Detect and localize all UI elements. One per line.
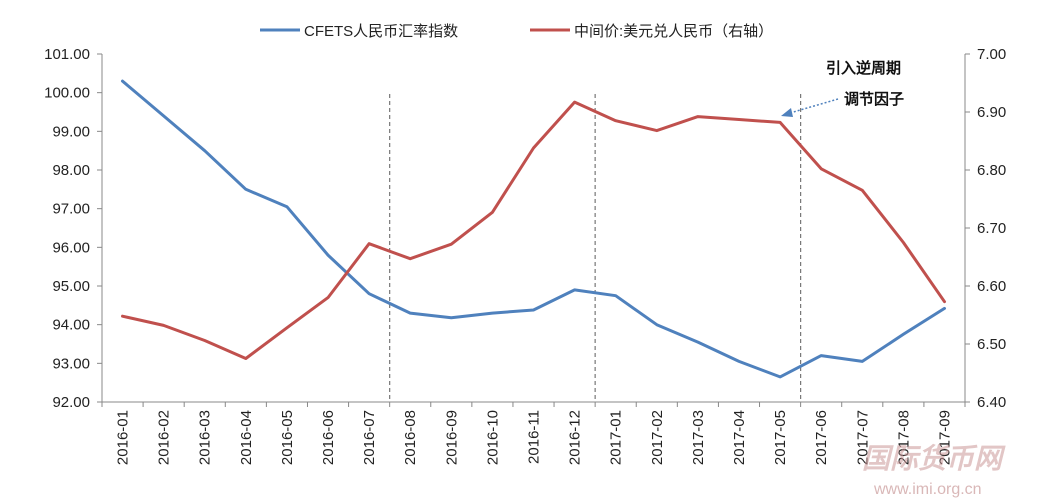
annotation-line-1: 引入逆周期 [826, 59, 901, 77]
right-tick-label: 6.40 [977, 394, 1006, 411]
x-tick-label: 2016-04 [238, 410, 255, 465]
series-line-cfets [121, 79, 946, 379]
right-tick-label: 6.80 [977, 162, 1006, 179]
x-tick-label: 2017-09 [936, 410, 953, 465]
annotation-arrowhead-icon [781, 108, 793, 117]
x-tick-label: 2016-05 [279, 410, 296, 465]
x-tick-label: 2017-03 [690, 410, 707, 465]
axes: 92.00 93.00 94.00 95.00 96.00 97.00 98.00 99.00… [44, 46, 1006, 465]
x-tick-label: 2016-12 [567, 410, 584, 465]
right-tick-label: 6.50 [977, 336, 1006, 353]
left-tick-label: 92.00 [52, 394, 90, 411]
x-tick-label: 2016-07 [361, 410, 378, 465]
x-tick-label: 2017-07 [854, 410, 871, 465]
watermark-url: www.imi.org.cn [873, 481, 982, 498]
left-tick-label: 93.00 [52, 355, 90, 372]
x-tick-label: 2016-08 [402, 410, 419, 465]
watermark-text: 国际货币网 [862, 442, 1006, 475]
annotation-line-2: 调节因子 [844, 90, 904, 108]
left-tick-label: 100.00 [44, 85, 90, 102]
watermark: 国际货币网 www.imi.org.cn [862, 442, 1006, 498]
left-tick-label: 101.00 [44, 46, 90, 63]
left-tick-label: 97.00 [52, 201, 90, 218]
x-tick-label: 2017-02 [649, 410, 666, 465]
x-tick-label: 2016-06 [320, 410, 337, 465]
x-tick-label: 2016-01 [115, 410, 132, 465]
x-tick-label: 2017-01 [608, 410, 625, 465]
legend-label-usdcny: 中间价:美元兑人民币（右轴） [574, 23, 773, 40]
series-lines [121, 79, 946, 379]
x-tick-label: 2016-11 [526, 410, 543, 464]
x-tick-label: 2016-02 [156, 410, 173, 465]
legend: CFETS人民币汇率指数 中间价:美元兑人民币（右轴） [260, 23, 773, 40]
right-tick-label: 6.70 [977, 220, 1006, 237]
x-tick-label: 2017-05 [772, 410, 789, 465]
left-tick-label: 96.00 [52, 239, 90, 256]
x-tick-label: 2016-09 [443, 410, 460, 465]
left-tick-label: 98.00 [52, 162, 90, 179]
left-tick-label: 99.00 [52, 123, 90, 140]
right-tick-label: 6.60 [977, 278, 1006, 295]
x-tick-label: 2017-04 [731, 410, 748, 465]
right-tick-label: 6.90 [977, 104, 1006, 121]
annotation-arrow [789, 98, 839, 114]
right-tick-label: 7.00 [977, 46, 1006, 63]
x-tick-label: 2017-06 [813, 410, 830, 465]
annotation: 引入逆周期 调节因子 [781, 59, 904, 117]
left-tick-label: 94.00 [52, 317, 90, 334]
left-tick-label: 95.00 [52, 278, 90, 295]
x-tick-label: 2016-10 [484, 410, 501, 465]
event-vlines [389, 94, 802, 402]
series-line-usdcny [121, 100, 946, 360]
x-tick-label: 2016-03 [197, 410, 214, 465]
legend-label-cfets: CFETS人民币汇率指数 [304, 23, 458, 40]
x-tick-label: 2017-08 [895, 410, 912, 465]
